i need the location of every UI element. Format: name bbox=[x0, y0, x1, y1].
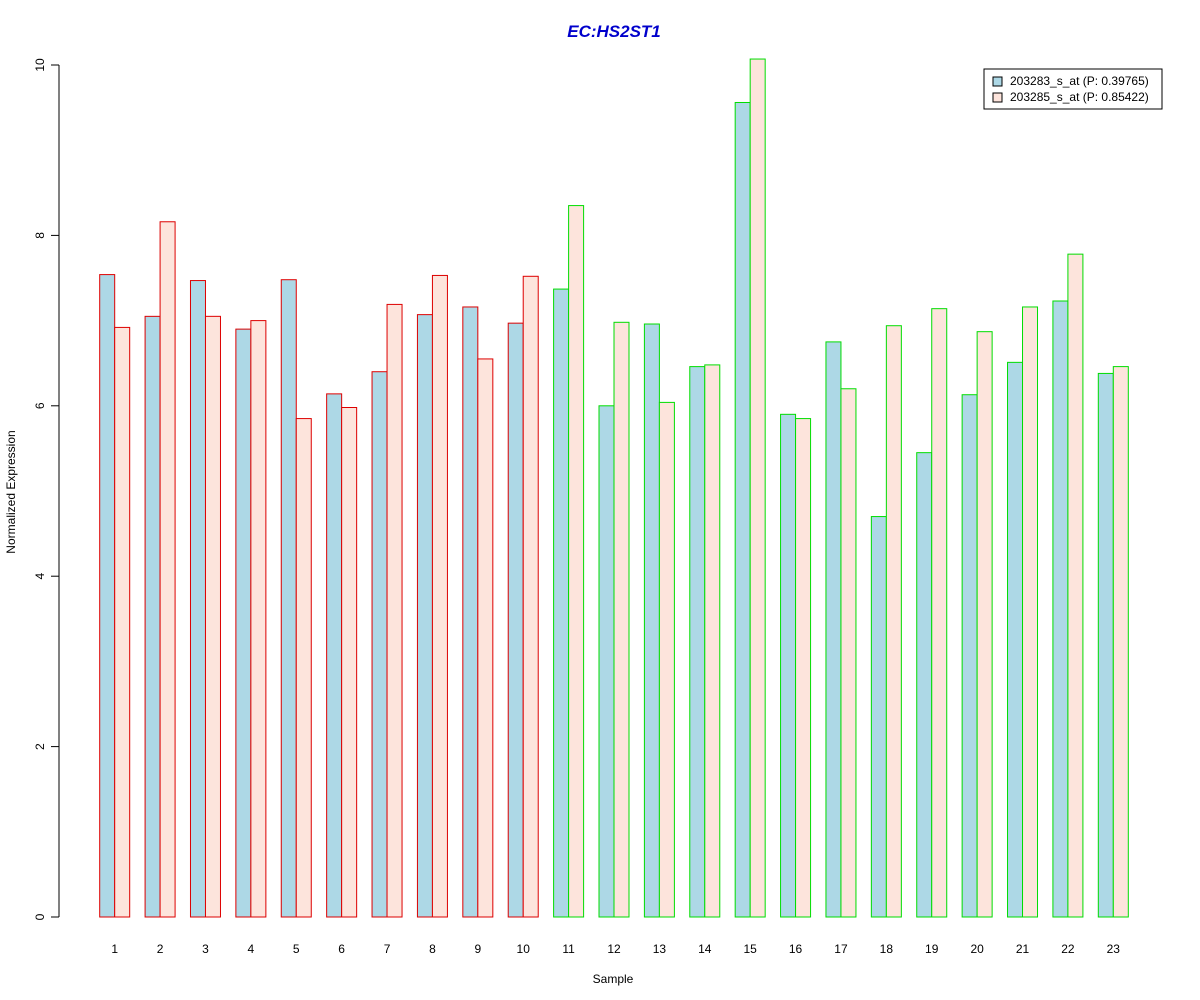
bar-22-series-2 bbox=[1067, 253, 1084, 918]
bar-5-series-1 bbox=[280, 279, 297, 918]
x-tick-labels: 1 2 3 4 5 6 7 8 9 10 11 12 13 14 15 16 17 18 19 20 21 22 23 bbox=[111, 942, 1120, 956]
x-tick-label: 15 bbox=[743, 942, 757, 956]
bar-20-series-1 bbox=[961, 394, 978, 918]
legend: 203283_s_at (P: 0.39765) 203285_s_at (P: … bbox=[983, 68, 1163, 110]
x-tick-label: 4 bbox=[248, 942, 255, 956]
bar-9-series-1 bbox=[462, 306, 479, 918]
bar-13-series-1 bbox=[643, 323, 660, 918]
y-tick-label: 8 bbox=[33, 232, 47, 239]
y-tick-label: 10 bbox=[33, 58, 47, 72]
bar-12-series-2 bbox=[613, 321, 630, 918]
bar-6-series-2 bbox=[341, 407, 358, 918]
bar-19-series-1 bbox=[916, 452, 933, 918]
x-tick-label: 2 bbox=[157, 942, 164, 956]
bar-18-series-2 bbox=[885, 325, 902, 918]
bar-11-series-2 bbox=[568, 205, 585, 918]
chart-title: EC:HS2ST1 bbox=[567, 22, 661, 41]
bar-1-series-2 bbox=[114, 326, 131, 918]
bar-3-series-1 bbox=[189, 280, 206, 918]
bar-8-series-2 bbox=[431, 274, 448, 918]
bar-23-series-2 bbox=[1112, 366, 1129, 918]
bar-21-series-2 bbox=[1022, 306, 1039, 918]
bar-15-series-2 bbox=[749, 58, 766, 918]
bar-11-series-1 bbox=[553, 288, 570, 918]
bar-14-series-2 bbox=[704, 364, 721, 918]
bar-10-series-2 bbox=[522, 275, 539, 918]
bar-2-series-1 bbox=[144, 315, 161, 918]
x-tick-label: 18 bbox=[880, 942, 894, 956]
legend-swatch bbox=[992, 92, 1003, 103]
bar-17-series-1 bbox=[825, 341, 842, 918]
x-tick-label: 3 bbox=[202, 942, 209, 956]
bar-14-series-1 bbox=[689, 366, 706, 918]
x-tick-label: 9 bbox=[474, 942, 481, 956]
x-tick-label: 22 bbox=[1061, 942, 1075, 956]
bar-4-series-2 bbox=[250, 320, 267, 918]
bar-16-series-2 bbox=[795, 418, 812, 918]
bar-8-series-1 bbox=[416, 314, 433, 918]
x-tick-label: 14 bbox=[698, 942, 712, 956]
x-tick-label: 7 bbox=[384, 942, 391, 956]
bar-10-series-1 bbox=[507, 322, 524, 918]
bar-23-series-1 bbox=[1097, 372, 1114, 918]
x-tick-label: 1 bbox=[111, 942, 118, 956]
bar-4-series-1 bbox=[235, 328, 252, 918]
bar-20-series-2 bbox=[976, 331, 993, 918]
x-tick-label: 19 bbox=[925, 942, 939, 956]
x-tick-label: 23 bbox=[1107, 942, 1121, 956]
y-tick-label: 0 bbox=[33, 913, 47, 920]
bars-group bbox=[99, 58, 1129, 918]
bar-22-series-1 bbox=[1052, 300, 1069, 918]
bar-12-series-1 bbox=[598, 405, 615, 918]
legend-label: 203285_s_at (P: 0.85422) bbox=[1010, 90, 1149, 104]
legend-label: 203283_s_at (P: 0.39765) bbox=[1010, 74, 1149, 88]
bar-18-series-1 bbox=[870, 516, 887, 918]
x-tick-label: 6 bbox=[338, 942, 345, 956]
bar-5-series-2 bbox=[295, 418, 312, 918]
legend-box bbox=[983, 68, 1163, 110]
bar-19-series-2 bbox=[931, 308, 948, 918]
x-tick-label: 20 bbox=[970, 942, 984, 956]
bar-9-series-2 bbox=[477, 358, 494, 918]
bar-2-series-2 bbox=[159, 221, 176, 918]
bar-13-series-2 bbox=[658, 401, 675, 918]
x-tick-label: 10 bbox=[517, 942, 531, 956]
y-tick-label: 6 bbox=[33, 402, 47, 409]
y-axis-label: Normalized Expression bbox=[4, 430, 18, 553]
bar-15-series-1 bbox=[734, 101, 751, 918]
x-tick-label: 11 bbox=[562, 942, 575, 956]
y-tick-label: 4 bbox=[33, 573, 47, 580]
x-tick-label: 8 bbox=[429, 942, 436, 956]
x-axis-label: Sample bbox=[593, 972, 634, 986]
bar-1-series-1 bbox=[99, 274, 116, 918]
x-tick-label: 12 bbox=[607, 942, 621, 956]
x-tick-label: 13 bbox=[653, 942, 667, 956]
x-tick-label: 5 bbox=[293, 942, 300, 956]
bar-17-series-2 bbox=[840, 388, 857, 918]
bar-6-series-1 bbox=[326, 393, 343, 918]
x-tick-label: 16 bbox=[789, 942, 803, 956]
bar-21-series-1 bbox=[1007, 361, 1024, 918]
bar-16-series-1 bbox=[780, 413, 797, 918]
bar-3-series-2 bbox=[204, 315, 221, 918]
x-tick-label: 21 bbox=[1016, 942, 1030, 956]
bar-7-series-1 bbox=[371, 371, 388, 918]
bar-7-series-2 bbox=[386, 303, 403, 918]
y-tick-label: 2 bbox=[33, 743, 47, 750]
x-tick-label: 17 bbox=[834, 942, 848, 956]
legend-swatch bbox=[992, 76, 1003, 87]
y-axis: 0 2 4 6 8 10 bbox=[33, 58, 60, 920]
